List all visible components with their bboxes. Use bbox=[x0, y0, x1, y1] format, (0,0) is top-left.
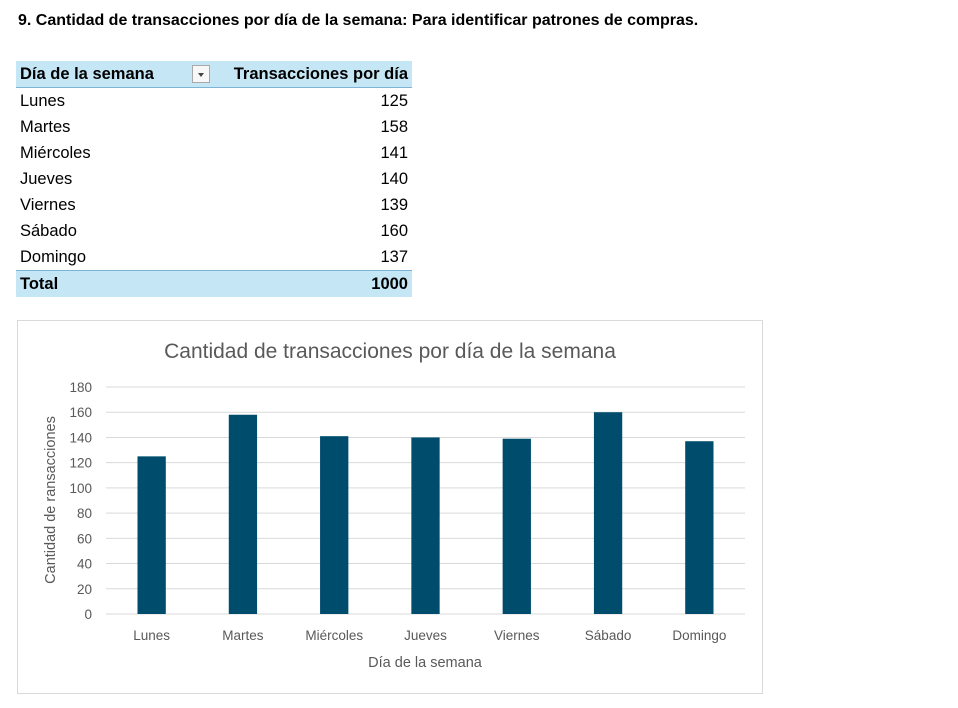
row-day-cell[interactable]: Domingo bbox=[20, 248, 87, 266]
x-tick-label: Lunes bbox=[133, 628, 170, 643]
row-day-cell[interactable]: Viernes bbox=[20, 196, 76, 214]
table-row[interactable]: Domingo 137 bbox=[16, 244, 412, 271]
x-axis-title: Día de la semana bbox=[368, 655, 483, 671]
bar-miércoles[interactable] bbox=[320, 436, 349, 614]
row-value-cell[interactable]: 137 bbox=[380, 248, 408, 266]
y-tick-label: 0 bbox=[84, 607, 92, 622]
table-header-row: Día de la semana Transacciones por día bbox=[16, 61, 412, 88]
row-value-cell[interactable]: 125 bbox=[380, 92, 408, 110]
row-day-cell[interactable]: Miércoles bbox=[20, 144, 91, 162]
table-row[interactable]: Sábado 160 bbox=[16, 218, 412, 244]
table-row[interactable]: Lunes 125 bbox=[16, 88, 412, 115]
pivot-table: Día de la semana Transacciones por día L… bbox=[16, 61, 412, 297]
table-total-row[interactable]: Total 1000 bbox=[16, 270, 412, 297]
bar-sábado[interactable] bbox=[593, 412, 623, 614]
row-day-cell[interactable]: Martes bbox=[20, 118, 71, 136]
bar-series bbox=[137, 412, 714, 614]
chart-container[interactable]: Cantidad de transacciones por día de la … bbox=[17, 320, 763, 694]
bar-chart: Cantidad de transacciones por día de la … bbox=[43, 340, 745, 671]
row-day-cell[interactable]: Jueves bbox=[20, 170, 73, 188]
column-header-day-label: Día de la semana bbox=[20, 65, 154, 83]
column-header-transactions: Transacciones por día bbox=[214, 61, 412, 88]
y-tick-label: 60 bbox=[77, 531, 92, 546]
y-tick-label: 40 bbox=[77, 557, 92, 572]
table-row[interactable]: Jueves 140 bbox=[16, 166, 412, 192]
total-value-cell[interactable]: 1000 bbox=[214, 270, 412, 297]
x-tick-label: Sábado bbox=[585, 628, 632, 643]
total-label-cell[interactable]: Total bbox=[16, 270, 214, 297]
table-row[interactable]: Martes 158 bbox=[16, 114, 412, 140]
x-tick-label: Miércoles bbox=[305, 628, 363, 643]
x-tick-label: Jueves bbox=[404, 628, 447, 643]
row-value-cell[interactable]: 140 bbox=[380, 170, 408, 188]
x-tick-label: Martes bbox=[222, 628, 264, 643]
bar-viernes[interactable] bbox=[502, 438, 531, 614]
table-row[interactable]: Viernes 139 bbox=[16, 192, 412, 218]
y-axis-ticks: 0 20 40 60 80 100 120 140 160 180 bbox=[69, 380, 92, 622]
row-value-cell[interactable]: 158 bbox=[380, 118, 408, 136]
y-tick-label: 100 bbox=[69, 481, 92, 496]
row-day-cell[interactable]: Lunes bbox=[20, 92, 65, 110]
y-tick-label: 160 bbox=[69, 405, 92, 420]
y-tick-label: 20 bbox=[77, 582, 92, 597]
row-value-cell[interactable]: 160 bbox=[380, 222, 408, 240]
y-tick-label: 120 bbox=[69, 456, 92, 471]
x-tick-label: Domingo bbox=[672, 628, 726, 643]
bar-martes[interactable] bbox=[228, 414, 258, 614]
row-value-cell[interactable]: 139 bbox=[380, 196, 408, 214]
bar-jueves[interactable] bbox=[411, 437, 440, 614]
y-tick-label: 140 bbox=[69, 430, 92, 445]
table-row[interactable]: Miércoles 141 bbox=[16, 140, 412, 166]
column-header-day[interactable]: Día de la semana bbox=[16, 61, 214, 88]
y-tick-label: 180 bbox=[69, 380, 92, 395]
filter-dropdown-icon[interactable] bbox=[192, 65, 210, 83]
x-axis-ticks: Lunes Martes Miércoles Jueves Viernes Sábado D… bbox=[133, 628, 726, 643]
bar-lunes[interactable] bbox=[137, 456, 166, 614]
y-axis-title: Cantidad de ransacciones bbox=[43, 416, 59, 584]
chart-title: Cantidad de transacciones por día de la … bbox=[164, 340, 616, 363]
x-tick-label: Viernes bbox=[494, 628, 540, 643]
page-heading: 9. Cantidad de transacciones por día de … bbox=[18, 12, 699, 29]
y-tick-label: 80 bbox=[77, 506, 92, 521]
row-value-cell[interactable]: 141 bbox=[380, 144, 408, 162]
row-day-cell[interactable]: Sábado bbox=[20, 222, 77, 240]
bar-domingo[interactable] bbox=[685, 441, 714, 614]
